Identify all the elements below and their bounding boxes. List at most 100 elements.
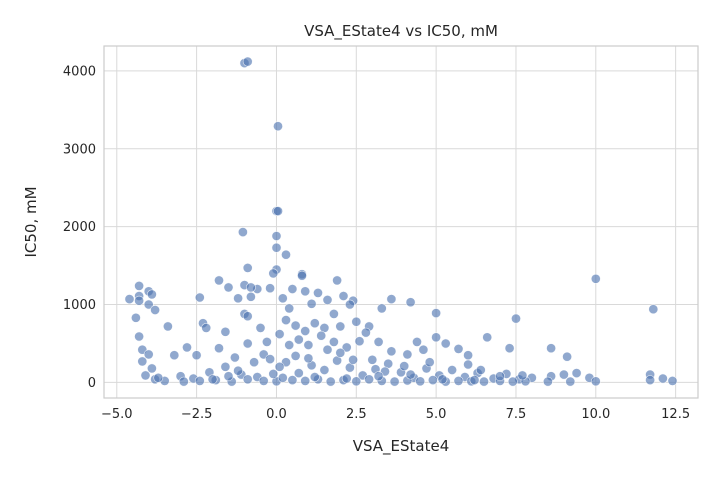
y-tick-label: 4000 — [63, 64, 96, 79]
x-tick-label: 5.0 — [426, 407, 447, 422]
data-point — [667, 375, 678, 386]
data-point — [328, 308, 339, 319]
plot-frame — [103, 45, 699, 399]
data-point — [287, 375, 298, 385]
data-point — [303, 353, 314, 364]
data-point — [424, 357, 435, 368]
data-point — [463, 350, 473, 361]
data-point — [306, 298, 317, 309]
data-point — [220, 326, 231, 337]
data-point — [271, 231, 282, 241]
data-point — [511, 313, 521, 324]
data-point — [245, 282, 256, 293]
data-point — [300, 286, 311, 297]
data-point — [658, 373, 668, 384]
data-point — [559, 369, 569, 380]
data-point — [293, 334, 304, 345]
data-point — [150, 305, 160, 315]
data-point — [648, 304, 659, 315]
data-point — [220, 361, 231, 372]
data-point — [386, 294, 397, 304]
y-tick-labels: 0 1000 2000 3000 4000 — [63, 64, 96, 391]
data-point — [274, 329, 285, 339]
data-point — [338, 291, 349, 301]
data-point — [191, 350, 202, 361]
data-point — [284, 303, 295, 314]
data-point — [281, 315, 291, 325]
data-point — [335, 347, 346, 358]
data-point — [313, 287, 323, 298]
data-point — [373, 371, 384, 382]
data-point — [341, 342, 352, 353]
data-point — [453, 375, 464, 386]
data-point — [137, 356, 148, 367]
data-point — [242, 56, 253, 67]
data-point — [328, 336, 339, 347]
data-point — [223, 371, 234, 382]
data-point — [223, 282, 234, 293]
data-point — [277, 293, 288, 304]
x-tick-label: 7.5 — [506, 407, 527, 422]
data-point — [268, 268, 279, 279]
data-point — [405, 297, 416, 308]
data-point — [367, 354, 378, 365]
x-tick-label: 2.5 — [346, 407, 367, 422]
data-point — [309, 318, 320, 329]
data-point — [590, 273, 601, 284]
data-point — [146, 363, 157, 374]
data-point — [229, 352, 240, 363]
data-point — [507, 376, 518, 387]
data-point — [182, 342, 192, 353]
data-point — [341, 373, 352, 384]
data-point — [309, 372, 320, 382]
data-point — [354, 336, 365, 347]
data-point — [364, 374, 374, 385]
data-point — [405, 369, 416, 380]
data-point — [124, 294, 135, 304]
data-point — [386, 346, 397, 357]
data-point — [300, 326, 311, 336]
data-point — [153, 372, 164, 383]
data-point — [242, 311, 253, 322]
data-point — [233, 293, 243, 304]
data-point — [273, 121, 283, 132]
data-point — [431, 332, 441, 343]
data-point — [590, 376, 601, 387]
data-point — [143, 299, 154, 310]
data-point — [351, 316, 362, 327]
data-point — [242, 338, 253, 349]
data-point — [134, 280, 144, 291]
data-point — [335, 321, 346, 332]
y-tick-label: 1000 — [63, 298, 96, 313]
data-point — [265, 354, 275, 364]
data-point — [194, 292, 205, 303]
data-point — [463, 359, 473, 370]
data-point — [293, 368, 304, 378]
data-point — [447, 365, 457, 375]
data-point — [268, 368, 279, 379]
data-point — [562, 351, 572, 362]
data-point — [645, 375, 655, 385]
x-tick-labels: −5.0 −2.5 0.0 2.5 5.0 7.5 10.0 12.5 — [101, 407, 690, 422]
data-point — [274, 361, 285, 372]
data-point — [479, 376, 489, 387]
data-point — [281, 249, 291, 260]
data-point — [287, 284, 298, 294]
data-point — [412, 336, 422, 347]
data-point — [344, 299, 355, 310]
x-axis-label: VSA_EState4 — [353, 437, 450, 456]
data-point — [431, 308, 441, 318]
data-point — [207, 374, 218, 385]
data-point — [399, 361, 410, 371]
x-tick-label: −5.0 — [101, 407, 133, 422]
data-point — [348, 354, 358, 365]
data-point — [322, 344, 333, 355]
data-point — [290, 350, 301, 361]
data-point — [440, 338, 451, 349]
x-tick-label: −2.5 — [181, 407, 213, 422]
data-point — [303, 340, 314, 350]
data-point — [261, 336, 272, 347]
data-point — [245, 291, 256, 302]
data-point — [376, 303, 387, 314]
